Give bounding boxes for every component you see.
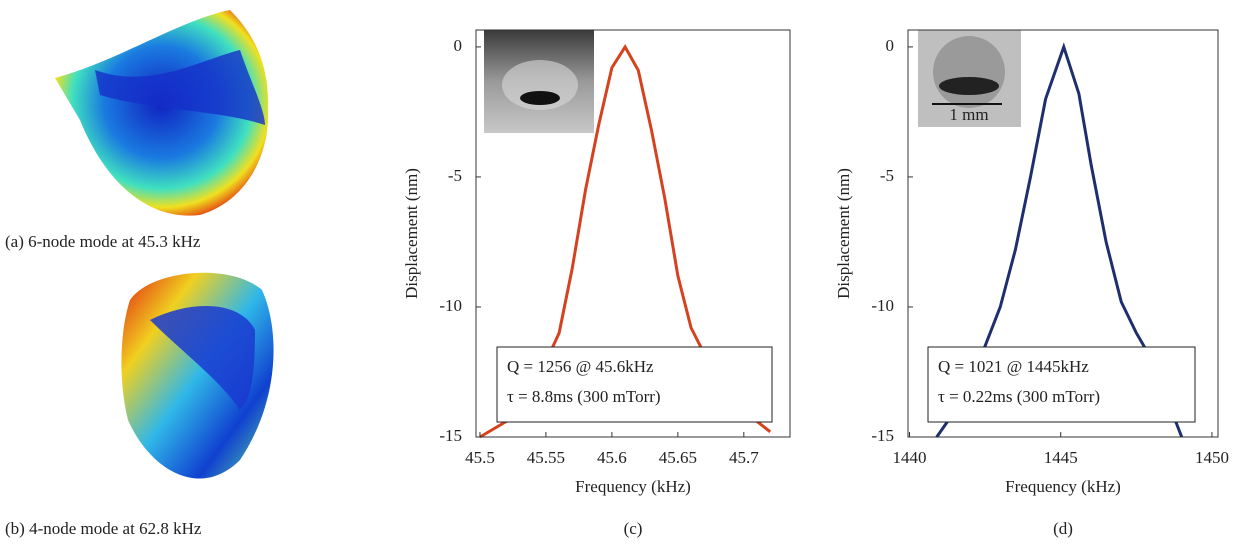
y-tick-label: -10: [439, 296, 462, 315]
x-tick-label: 45.6: [597, 448, 627, 467]
inset-photo-c: [484, 30, 594, 133]
y-tick-label: -5: [880, 166, 894, 185]
inset-label: 1 mm: [949, 105, 988, 124]
annotation: τ = 8.8ms (300 mTorr): [507, 387, 661, 406]
x-axis-label: Frequency (kHz): [575, 477, 691, 496]
caption: (b) 4-node mode at 62.8 kHz: [5, 519, 202, 538]
annotation: Q = 1021 @ 1445kHz: [938, 357, 1089, 376]
mode-shape-b-inner: [150, 306, 255, 410]
y-tick-label: -5: [448, 166, 462, 185]
y-tick-label: -15: [439, 426, 462, 445]
x-axis-label: Frequency (kHz): [1005, 477, 1121, 496]
y-tick-label: 0: [886, 36, 895, 55]
y-axis-label: Displacement (nm): [834, 168, 853, 299]
x-tick-label: 45.55: [527, 448, 565, 467]
caption: (d): [1053, 519, 1073, 538]
x-tick-label: 1450: [1195, 448, 1229, 467]
annotation-box: [496, 346, 773, 423]
caption: (c): [624, 519, 643, 538]
x-tick-label: 45.5: [465, 448, 495, 467]
axes-box: [475, 29, 791, 438]
y-tick-label: -10: [871, 296, 894, 315]
inset-photo-d: [918, 30, 1021, 127]
mode-shape-a-inner: [95, 50, 265, 125]
annotation: Q = 1256 @ 45.6kHz: [507, 357, 654, 376]
annotation-box: [927, 346, 1196, 423]
axes-box: [907, 29, 1219, 438]
y-tick-label: 0: [454, 36, 463, 55]
x-tick-label: 45.65: [659, 448, 697, 467]
y-axis-label: Displacement (nm): [402, 168, 421, 299]
caption: (a) 6-node mode at 45.3 kHz: [5, 232, 201, 251]
y-tick-label: -15: [871, 426, 894, 445]
x-tick-label: 1445: [1044, 448, 1078, 467]
x-tick-label: 45.7: [729, 448, 759, 467]
annotation: τ = 0.22ms (300 mTorr): [938, 387, 1100, 406]
x-tick-label: 1440: [893, 448, 927, 467]
